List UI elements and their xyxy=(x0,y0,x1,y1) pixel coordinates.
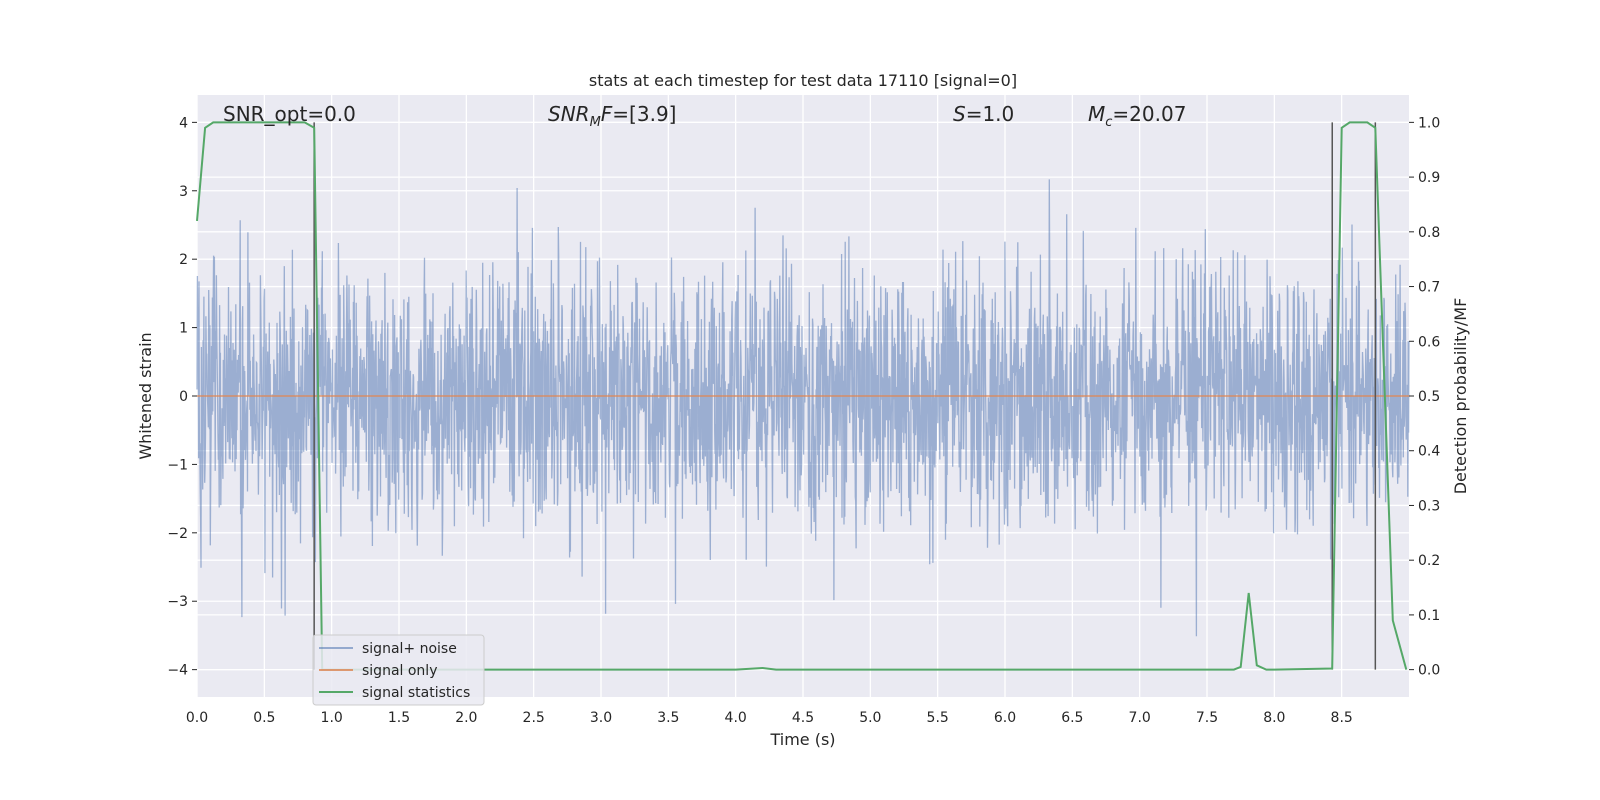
left-y-tick-label: −3 xyxy=(167,594,188,610)
legend-label-signal-only: signal only xyxy=(362,663,437,679)
x-tick-label: 5.5 xyxy=(927,710,949,726)
chart-title: stats at each timestep for test data 171… xyxy=(589,71,1017,90)
legend-box xyxy=(312,634,485,706)
left-y-tick-label: 1 xyxy=(179,321,188,337)
signal-statistics-line xyxy=(196,121,1408,671)
annotation-snr-opt: SNR_opt=0.0 xyxy=(223,102,356,126)
legend: signal+ noise signal only signal statist… xyxy=(312,634,485,706)
signal-noise-line xyxy=(196,179,1410,637)
x-tick-label: 8.0 xyxy=(1263,710,1285,726)
right-y-tick-label: 0.2 xyxy=(1418,553,1440,569)
x-tick-label: 0.5 xyxy=(253,710,275,726)
left-y-tick-label: −4 xyxy=(167,663,188,679)
x-tick-label: 2.0 xyxy=(455,710,477,726)
left-y-tick-label: 4 xyxy=(179,115,188,131)
left-y-tick-labels: 4 3 2 1 0 −1 −2 −3 −4 xyxy=(167,115,197,679)
signal-statistics-series xyxy=(196,121,1408,671)
right-y-axis-label: Detection probability/MF xyxy=(1451,298,1470,495)
left-y-tick-label: −1 xyxy=(167,457,188,473)
x-tick-label: 5.0 xyxy=(859,710,881,726)
left-y-axis-label: Whitened strain xyxy=(136,332,155,459)
legend-label-signal-statistics: signal statistics xyxy=(362,685,470,701)
left-y-tick-label: 2 xyxy=(179,252,188,268)
right-y-tick-label: 1.0 xyxy=(1418,115,1440,131)
x-tick-label: 4.0 xyxy=(725,710,747,726)
x-tick-label: 1.5 xyxy=(388,710,410,726)
x-tick-labels: 0.0 0.5 1.0 1.5 2.0 2.5 3.0 3.5 4.0 4.5 5.0 5.5 6.0 6… xyxy=(186,710,1353,726)
x-tick-label: 7.5 xyxy=(1196,710,1218,726)
x-tick-label: 6.0 xyxy=(994,710,1016,726)
right-y-tick-labels: 1.0 0.9 0.8 0.7 0.6 0.5 0.4 0.3 0.2 0.1 0.0 xyxy=(1409,115,1440,679)
annotation-mc-value: Mc=20.07 xyxy=(1088,102,1186,130)
vertical-markers xyxy=(313,122,1377,670)
right-y-tick-label: 0.3 xyxy=(1418,498,1440,514)
x-tick-label: 8.5 xyxy=(1331,710,1353,726)
x-tick-label: 7.0 xyxy=(1129,710,1151,726)
left-y-tick-label: −2 xyxy=(167,526,188,542)
annotation-snr-mf: SNRMF=[3.9] xyxy=(548,102,676,130)
right-y-tick-label: 0.0 xyxy=(1418,663,1440,679)
x-tick-label: 0.0 xyxy=(186,710,208,726)
x-tick-label: 2.5 xyxy=(523,710,545,726)
right-y-tick-label: 0.7 xyxy=(1418,280,1440,296)
right-y-tick-label: 0.8 xyxy=(1418,225,1440,241)
right-y-tick-label: 0.6 xyxy=(1418,334,1440,350)
right-y-tick-label: 0.5 xyxy=(1418,389,1440,405)
signal-noise-series xyxy=(196,179,1410,637)
x-tick-label: 6.5 xyxy=(1061,710,1083,726)
x-axis-label: Time (s) xyxy=(769,730,835,749)
x-tick-label: 1.0 xyxy=(321,710,343,726)
legend-label-signal-noise: signal+ noise xyxy=(362,641,457,657)
left-y-tick-label: 3 xyxy=(179,184,188,200)
x-tick-label: 4.5 xyxy=(792,710,814,726)
right-y-tick-label: 0.1 xyxy=(1418,608,1440,624)
x-tick-label: 3.5 xyxy=(657,710,679,726)
annotation-s-value: S=1.0 xyxy=(953,102,1014,126)
right-y-tick-label: 0.4 xyxy=(1418,444,1440,460)
left-y-tick-label: 0 xyxy=(179,389,188,405)
x-tick-label: 3.0 xyxy=(590,710,612,726)
right-y-tick-label: 0.9 xyxy=(1418,170,1440,186)
